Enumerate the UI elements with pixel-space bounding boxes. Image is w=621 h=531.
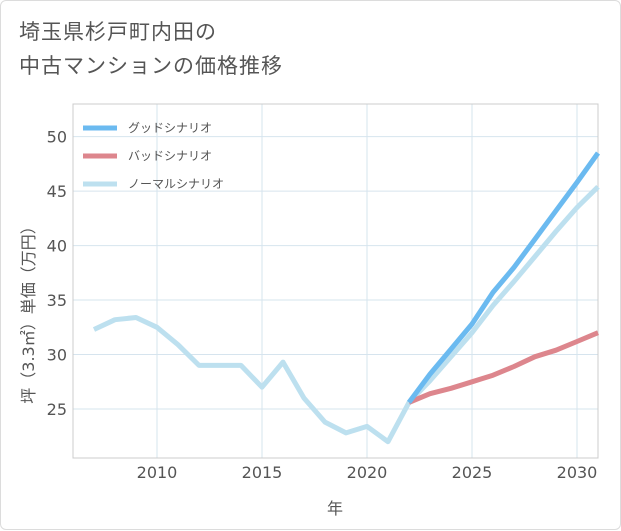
y-tick-label: 40 <box>47 237 67 256</box>
x-tick-label: 2030 <box>557 463 598 482</box>
legend-label-1: バッドシナリオ <box>128 149 212 163</box>
x-tick-label: 2025 <box>452 463 493 482</box>
legend-label-2: ノーマルシナリオ <box>128 177 224 191</box>
x-tick-label: 2010 <box>137 463 178 482</box>
chart-title: 埼玉県杉戸町内田の 中古マンションの価格推移 <box>19 15 283 83</box>
x-axis-ticks: 2010 2015 2020 2025 2030 <box>137 463 598 482</box>
x-tick-label: 2015 <box>242 463 283 482</box>
plot-area-border <box>72 103 599 459</box>
y-tick-label: 35 <box>47 291 67 310</box>
series-line-1 <box>408 330 599 405</box>
x-tick-label: 2020 <box>347 463 388 482</box>
chart-title-line2: 中古マンションの価格推移 <box>19 54 283 78</box>
x-axis-label: 年 <box>327 499 343 518</box>
series-lines <box>92 151 601 445</box>
legend-label-0: グッドシナリオ <box>128 121 212 135</box>
chart-title-line1: 埼玉県杉戸町内田の <box>19 20 217 44</box>
series-line-0 <box>406 151 601 404</box>
y-axis-label: 坪（3.3㎡）単価（万円） <box>19 218 38 403</box>
y-tick-label: 25 <box>47 400 67 419</box>
grid <box>73 104 598 458</box>
series-line-2 <box>92 185 600 445</box>
y-tick-label: 50 <box>47 128 67 147</box>
y-tick-label: 30 <box>47 346 67 365</box>
y-tick-label: 45 <box>47 182 67 201</box>
y-axis-ticks: 25 30 35 40 45 50 <box>47 128 67 419</box>
